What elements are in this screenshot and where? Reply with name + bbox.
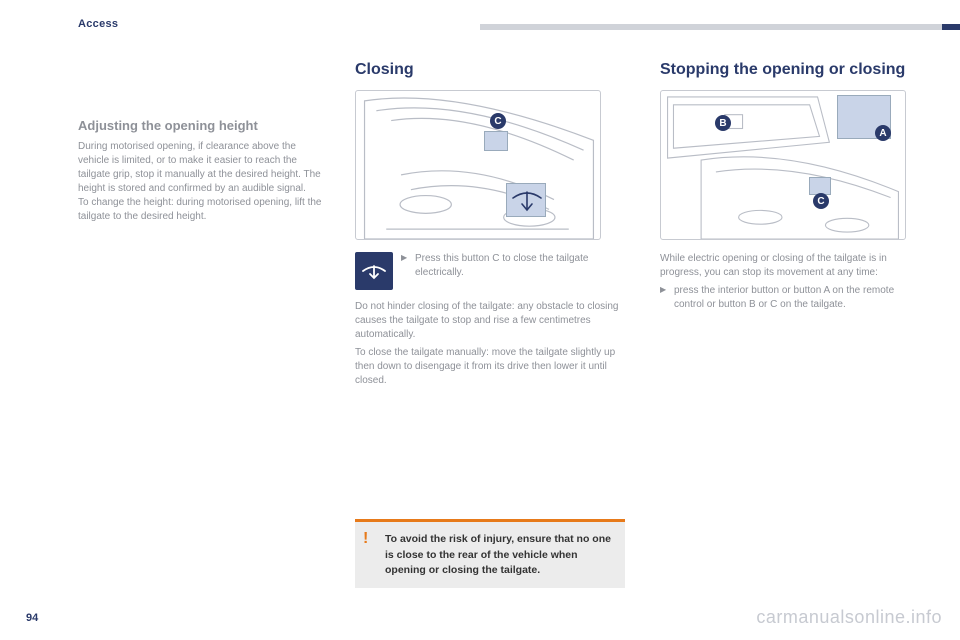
badge-c: C	[490, 113, 506, 129]
warning-box: ! To avoid the risk of injury, ensure th…	[355, 519, 625, 588]
body-stopping-1: While electric opening or closing of the…	[660, 252, 910, 280]
figure-stopping: A B C	[660, 90, 906, 240]
title-closing: Closing	[355, 60, 625, 80]
column-stopping: Stopping the opening or closing	[660, 60, 910, 312]
warning-text: To avoid the risk of injury, ensure that…	[385, 532, 613, 578]
column-adjusting-height: Adjusting the opening height During moto…	[78, 118, 328, 224]
header-rule	[480, 24, 960, 30]
body-adjusting-2: To change the height: during motorised o…	[78, 196, 328, 224]
callout-close-electrically: Press this button C to close the tailgat…	[355, 252, 625, 290]
section-header: Access	[78, 18, 118, 30]
button-c-highlight	[484, 131, 508, 151]
warning-icon: !	[363, 530, 368, 548]
body-adjusting-1: During motorised opening, if clearance a…	[78, 140, 328, 196]
figure-closing: C	[355, 90, 601, 240]
manual-page: Access Adjusting the opening height Duri…	[0, 0, 960, 640]
title-stopping: Stopping the opening or closing	[660, 60, 910, 80]
tailgate-close-icon	[355, 252, 393, 290]
close-label-plate	[506, 183, 546, 217]
column-closing: Closing C	[355, 60, 625, 388]
subhead-adjusting: Adjusting the opening height	[78, 118, 328, 134]
body-closing-1: Do not hinder closing of the tailgate: a…	[355, 300, 625, 342]
watermark: carmanualsonline.info	[756, 607, 942, 628]
badge-a: A	[875, 125, 891, 141]
li-stopping-1: press the interior button or button A on…	[660, 284, 910, 312]
badge-b: B	[715, 115, 731, 131]
callout-close-text: Press this button C to close the tailgat…	[401, 252, 625, 280]
tailgate-sketch	[356, 91, 600, 239]
body-closing-2: To close the tailgate manually: move the…	[355, 346, 625, 388]
badge-c-2: C	[813, 193, 829, 209]
page-number: 94	[26, 612, 38, 624]
